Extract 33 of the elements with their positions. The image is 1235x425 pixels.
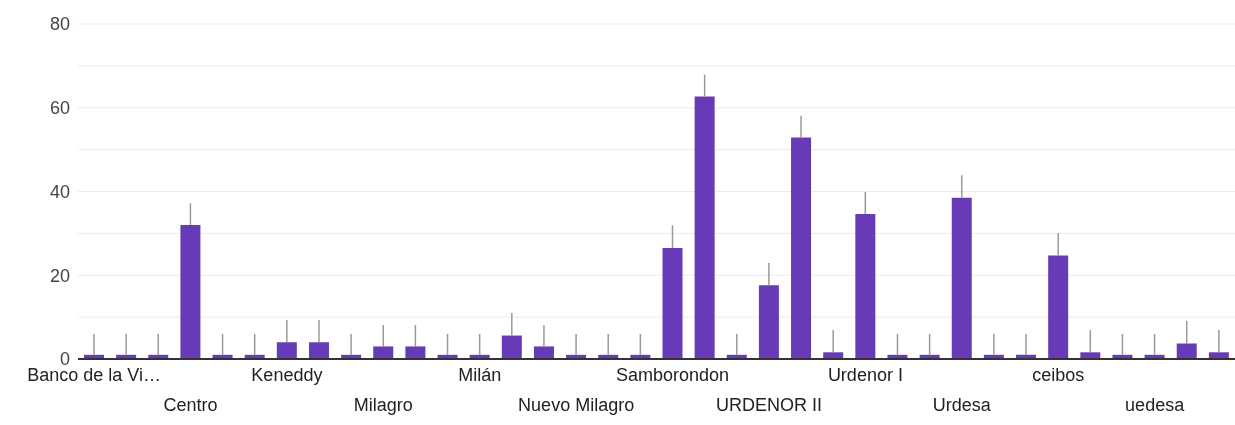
x-tick-label: Keneddy [251,365,323,385]
bar [823,352,844,359]
bar [662,248,683,359]
x-tick-label: Milagro [353,395,413,415]
bar [373,346,394,359]
y-tick-label: 80 [49,14,70,35]
bar [308,342,329,359]
bar [533,346,554,359]
bar [694,96,715,359]
bar [1048,255,1069,359]
bar [855,214,876,359]
x-tick-label: Milán [458,365,502,385]
x-tick-label: ceibos [1032,365,1085,385]
x-tick-label: Urdenor I [827,365,903,385]
bar [758,285,779,359]
bar [1208,352,1229,359]
y-tick-label: 20 [49,265,70,286]
x-tick-label: URDENOR II [715,395,822,415]
bar [405,346,426,359]
bar [951,197,972,359]
x-tick-label: Urdesa [932,395,992,415]
x-tick-label: uedesa [1125,395,1186,415]
bar [1176,343,1197,359]
bar [276,342,297,359]
x-tick-label: Centro [163,395,218,415]
bar [791,137,812,359]
y-tick-label: 40 [49,181,70,202]
bar [180,225,201,359]
x-tick-label: Nuevo Milagro [518,395,635,415]
y-tick-label: 60 [49,98,70,119]
bar [1080,352,1101,359]
x-tick-label: Samborondon [616,365,730,385]
bar [501,335,522,359]
